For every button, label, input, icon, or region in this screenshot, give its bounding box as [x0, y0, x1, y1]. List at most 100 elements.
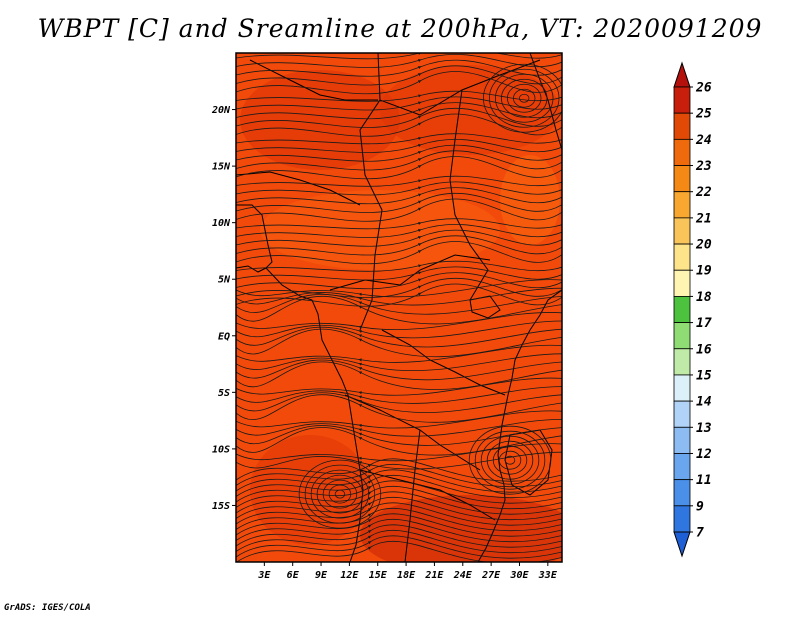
streamline [236, 293, 562, 315]
streamline [236, 344, 562, 363]
streamline [236, 394, 562, 423]
streamline [236, 192, 562, 213]
colorbar-max-arrow [673, 61, 691, 88]
colorbar-label: 17 [696, 316, 712, 331]
border-7 [359, 469, 496, 521]
colorbar-bin [673, 479, 691, 507]
streamline [236, 295, 562, 325]
colorbar-label: 22 [695, 185, 712, 200]
streamline [236, 353, 562, 372]
vortex-ring [492, 445, 528, 475]
vortex-ring [328, 484, 352, 504]
border-1 [359, 53, 383, 331]
streamline [236, 277, 562, 298]
colorbar-bin [673, 505, 691, 533]
border-2 [449, 89, 489, 301]
coastline-and-borders [236, 53, 562, 562]
wbpt-patch-south [360, 495, 562, 562]
wbpt-patch-southwest [250, 435, 370, 545]
east-africa-coastline [477, 289, 562, 562]
colorbar-bin [673, 453, 691, 481]
streamline [236, 96, 562, 111]
streamline [236, 359, 562, 381]
border-8 [404, 429, 421, 562]
x-tick-label: 24E [453, 570, 473, 581]
streamline [236, 156, 562, 180]
streamline [236, 266, 562, 281]
vortex-ring [334, 489, 346, 499]
x-tick-label: 9E [315, 570, 328, 581]
streamline [236, 150, 562, 171]
colorbar-label: 13 [696, 421, 712, 436]
streamline [236, 272, 562, 290]
streamline [236, 326, 562, 348]
streamline [236, 361, 562, 390]
map-plot-area [236, 53, 562, 562]
map-frame [235, 52, 563, 563]
x-tick-label: 21E [424, 570, 444, 581]
border-9 [249, 59, 378, 101]
vortex-ring [498, 450, 522, 470]
streamline [236, 513, 562, 537]
streamline [236, 287, 562, 306]
vortex-ring [495, 73, 554, 123]
streamline [236, 480, 562, 504]
streamline [236, 181, 562, 196]
streamline [236, 133, 562, 145]
border-3 [236, 171, 361, 206]
streamline [236, 328, 562, 358]
border-5 [381, 329, 506, 396]
colorbar-bin [673, 426, 691, 454]
colorbar-label: 24 [695, 133, 712, 148]
vortex-ring [468, 425, 552, 495]
streamline [236, 392, 562, 413]
vortex-ring [519, 93, 530, 103]
west-africa-coast-detail [236, 265, 267, 273]
streamline [236, 59, 562, 77]
streamline [236, 518, 562, 543]
colorbar-label: 9 [696, 499, 704, 514]
streamline [236, 320, 562, 339]
x-tick-label: 3E [257, 570, 271, 581]
colorbar-label: 12 [696, 447, 712, 462]
colorbar-bin [673, 217, 691, 245]
colorbar-bin [673, 296, 691, 323]
colorbar-bin [673, 322, 691, 350]
streamline [236, 458, 562, 482]
vortex-ring [513, 88, 536, 108]
y-tick-label: 15N [212, 162, 231, 173]
streamline [236, 443, 562, 462]
y-tick-label: 20N [211, 105, 231, 116]
border-10 [379, 59, 541, 116]
colorbar-label: 20 [695, 238, 712, 253]
y-tick-label: 15S [212, 501, 230, 512]
streamline [236, 485, 562, 510]
vortex-ring [474, 430, 546, 490]
colorbar-label: 25 [695, 107, 712, 122]
x-tick-label: 18E [397, 570, 416, 581]
streamline [236, 386, 562, 404]
streamline [236, 425, 562, 446]
streamline [236, 427, 562, 456]
colorbar-bin [673, 400, 691, 428]
vortex-ring [504, 455, 516, 465]
colorbar-bin [673, 191, 691, 219]
vortex-ring [322, 479, 358, 509]
streamline [236, 218, 562, 230]
streamline [236, 65, 562, 86]
streamline [236, 107, 562, 128]
streamline [236, 139, 562, 153]
west-africa-coastline [236, 204, 364, 562]
chart-title: WBPT [C] and Sreamline at 200hPa, VT: 20… [37, 14, 763, 43]
streamline [236, 241, 562, 265]
streamline [236, 235, 562, 256]
colorbar-bin [673, 269, 691, 297]
streamline [236, 377, 562, 396]
streamline [236, 524, 562, 548]
colorbar-bin [673, 86, 691, 114]
colorbar-label: 18 [696, 290, 712, 305]
colorbar-label: 11 [696, 473, 712, 488]
x-tick-label: 6E [287, 570, 300, 581]
colorbar-label: 21 [695, 211, 712, 226]
